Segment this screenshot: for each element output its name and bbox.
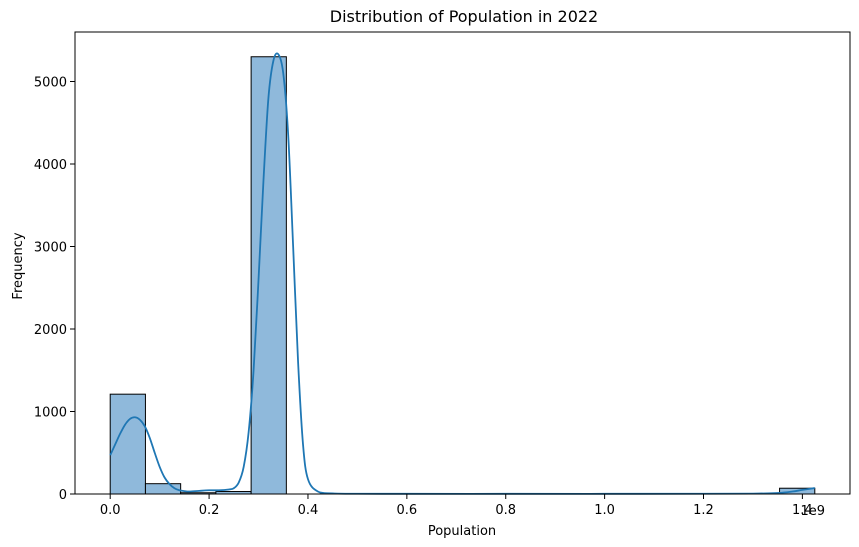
y-tick-label: 2000 xyxy=(34,323,67,338)
x-tick-label: 1.0 xyxy=(594,503,615,518)
x-axis-offset-text: 1e9 xyxy=(800,504,825,519)
y-tick-label: 4000 xyxy=(34,158,67,173)
x-axis-label: Population xyxy=(428,524,496,539)
histogram-bar xyxy=(250,56,287,495)
y-axis-ticks: 0 1000 2000 3000 4000 5000 xyxy=(34,76,75,503)
histogram-bars xyxy=(109,56,816,495)
y-axis-label: Frequency xyxy=(11,232,26,299)
x-tick-label: 1.4 xyxy=(792,503,813,518)
y-tick-label: 1000 xyxy=(34,406,67,421)
x-tick-label: 0.0 xyxy=(100,503,121,518)
y-tick-label: 0 xyxy=(59,488,67,503)
x-tick-label: 0.4 xyxy=(298,503,319,518)
x-tick-label: 0.2 xyxy=(199,503,220,518)
y-tick-label: 3000 xyxy=(34,241,67,256)
axes-frame xyxy=(74,31,851,495)
chart-title: Distribution of Population in 2022 xyxy=(330,7,598,26)
x-tick-label: 0.8 xyxy=(495,503,516,518)
x-tick-label: 1.2 xyxy=(693,503,714,518)
kde-curve xyxy=(109,52,815,495)
x-axis-ticks: 0.0 0.2 0.4 0.6 0.8 1.0 1.2 1.4 xyxy=(100,494,813,518)
x-tick-label: 0.6 xyxy=(397,503,418,518)
y-tick-label: 5000 xyxy=(34,76,67,91)
